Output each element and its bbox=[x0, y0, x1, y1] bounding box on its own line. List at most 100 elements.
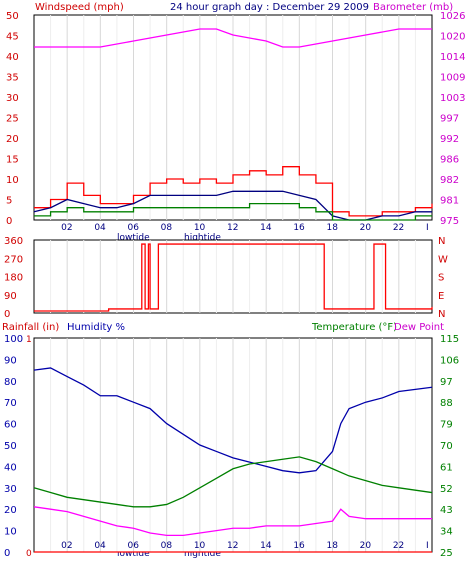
direction-tick-label: 90 bbox=[4, 291, 17, 302]
compass-tick-label: N bbox=[438, 309, 445, 320]
temperature-tick-label: 79 bbox=[440, 420, 453, 431]
barometer-tick-label: 1009 bbox=[440, 73, 465, 84]
x-tick-label: 06 bbox=[128, 541, 140, 551]
dewpoint-line bbox=[33, 506, 432, 537]
windspeed-tick-label: 5 bbox=[6, 196, 12, 207]
windspeed-tick-label: 35 bbox=[6, 73, 19, 84]
x-tick-label: 02 bbox=[61, 541, 72, 551]
humidity-tick-label: 10 bbox=[4, 527, 17, 538]
humidity-tick-label: 70 bbox=[4, 398, 17, 409]
temperature-tick-label: 52 bbox=[440, 484, 453, 495]
x-tick-label: 22 bbox=[393, 223, 404, 233]
barometer-tick-label: 1026 bbox=[440, 11, 465, 22]
direction-tick-label: 360 bbox=[4, 236, 23, 247]
temperature-tick-label: 106 bbox=[440, 355, 459, 366]
x-tick-label: I bbox=[426, 223, 429, 233]
lowtide-label-top: lowtide bbox=[117, 233, 150, 243]
windspeed-line bbox=[34, 166, 433, 217]
x-tick-label: I bbox=[426, 541, 429, 551]
windspeed-tick-label: 40 bbox=[6, 52, 19, 63]
barometer-axis-title: Barometer (mb) bbox=[373, 2, 453, 13]
x-tick-label: 18 bbox=[327, 541, 339, 551]
temperature-tick-label: 88 bbox=[440, 398, 453, 409]
temperature-line bbox=[33, 456, 433, 508]
barometer-tick-label: 982 bbox=[440, 175, 459, 186]
x-tick-label: 16 bbox=[293, 223, 305, 233]
windspeed-tick-label: 15 bbox=[6, 155, 19, 166]
windspeed-tick-label: 30 bbox=[6, 93, 19, 104]
compass-tick-label: S bbox=[438, 273, 444, 284]
windspeed-tick-label: 45 bbox=[6, 32, 19, 43]
lowtide-label-bottom: lowtide bbox=[117, 549, 150, 559]
temperature-tick-label: 70 bbox=[440, 441, 453, 452]
temperature-tick-label: 97 bbox=[440, 377, 453, 388]
temperature-tick-label: 43 bbox=[440, 505, 453, 516]
x-tick-label: 02 bbox=[61, 223, 72, 233]
temperature-axis-title: Temperature (°F) bbox=[311, 322, 397, 333]
barometer-tick-label: 992 bbox=[440, 134, 459, 145]
x-tick-label: 16 bbox=[293, 541, 305, 551]
windspeed-tick-label: 10 bbox=[6, 175, 19, 186]
humidity-tick-label: 60 bbox=[4, 420, 17, 431]
humidity-tick-label: 40 bbox=[4, 462, 17, 473]
x-tick-label: 18 bbox=[327, 223, 339, 233]
barometer-tick-label: 997 bbox=[440, 114, 459, 125]
hightide-label-bottom: hightide bbox=[184, 549, 221, 559]
rainfall-tick-label: 1 bbox=[26, 335, 32, 345]
barometer-tick-label: 1014 bbox=[440, 52, 465, 63]
barometer-tick-label: 986 bbox=[440, 155, 459, 166]
compass-tick-label: E bbox=[438, 291, 444, 302]
x-tick-label: 22 bbox=[393, 541, 404, 551]
chart-title: 24 hour graph day : December 29 2009 bbox=[170, 2, 369, 13]
compass-tick-label: W bbox=[438, 254, 448, 265]
x-tick-label: 04 bbox=[94, 541, 106, 551]
direction-tick-label: 270 bbox=[4, 254, 23, 265]
barometer-tick-label: 1020 bbox=[440, 32, 465, 43]
x-tick-label: 14 bbox=[260, 223, 272, 233]
humidity-tick-label: 30 bbox=[4, 484, 17, 495]
humidity-tick-label: 100 bbox=[4, 334, 23, 345]
temperature-tick-label: 115 bbox=[440, 334, 459, 345]
barometer-tick-label: 975 bbox=[440, 216, 459, 227]
x-tick-label: 04 bbox=[94, 223, 106, 233]
dewpoint-axis-title: Dew Point bbox=[394, 322, 444, 333]
windspeed-axis-title: Windspeed (mph) bbox=[35, 2, 124, 13]
humidity-axis-title: Humidity % bbox=[67, 322, 125, 333]
rainfall-tick-label: 0 bbox=[26, 549, 32, 559]
direction-tick-label: 180 bbox=[4, 273, 23, 284]
humidity-tick-label: 20 bbox=[4, 505, 17, 516]
x-tick-label: 12 bbox=[227, 223, 238, 233]
x-tick-label: 12 bbox=[227, 541, 238, 551]
x-tick-label: 08 bbox=[161, 541, 173, 551]
barometer-tick-label: 981 bbox=[440, 196, 459, 207]
humidity-line bbox=[33, 367, 433, 474]
windspeed-tick-label: 20 bbox=[6, 134, 19, 145]
humidity-tick-label: 90 bbox=[4, 355, 17, 366]
x-tick-label: 10 bbox=[194, 541, 206, 551]
humidity-tick-label: 80 bbox=[4, 377, 17, 388]
x-tick-label: 14 bbox=[260, 541, 272, 551]
barometer-line bbox=[34, 28, 432, 48]
x-tick-label: 10 bbox=[194, 223, 206, 233]
x-tick-label: 08 bbox=[161, 223, 173, 233]
windspeed-tick-label: 0 bbox=[6, 216, 12, 227]
temperature-tick-label: 61 bbox=[440, 462, 453, 473]
hightide-label-top: hightide bbox=[184, 233, 221, 243]
wind-direction-line bbox=[34, 243, 433, 312]
humidity-tick-label: 50 bbox=[4, 441, 17, 452]
windspeed-tick-label: 50 bbox=[6, 11, 19, 22]
temperature-tick-label: 34 bbox=[440, 527, 453, 538]
x-tick-label: 20 bbox=[360, 223, 372, 233]
direction-tick-label: 0 bbox=[4, 309, 10, 320]
windspeed-tick-label: 25 bbox=[6, 114, 19, 125]
compass-tick-label: N bbox=[438, 236, 445, 247]
temperature-tick-label: 25 bbox=[440, 548, 453, 559]
wind-gust-line bbox=[34, 202, 432, 221]
x-tick-label: 20 bbox=[360, 541, 372, 551]
humidity-tick-label: 0 bbox=[4, 548, 10, 559]
x-tick-label: 06 bbox=[128, 223, 140, 233]
barometer-tick-label: 1003 bbox=[440, 93, 465, 104]
rainfall-axis-title: Rainfall (in) bbox=[2, 322, 59, 333]
